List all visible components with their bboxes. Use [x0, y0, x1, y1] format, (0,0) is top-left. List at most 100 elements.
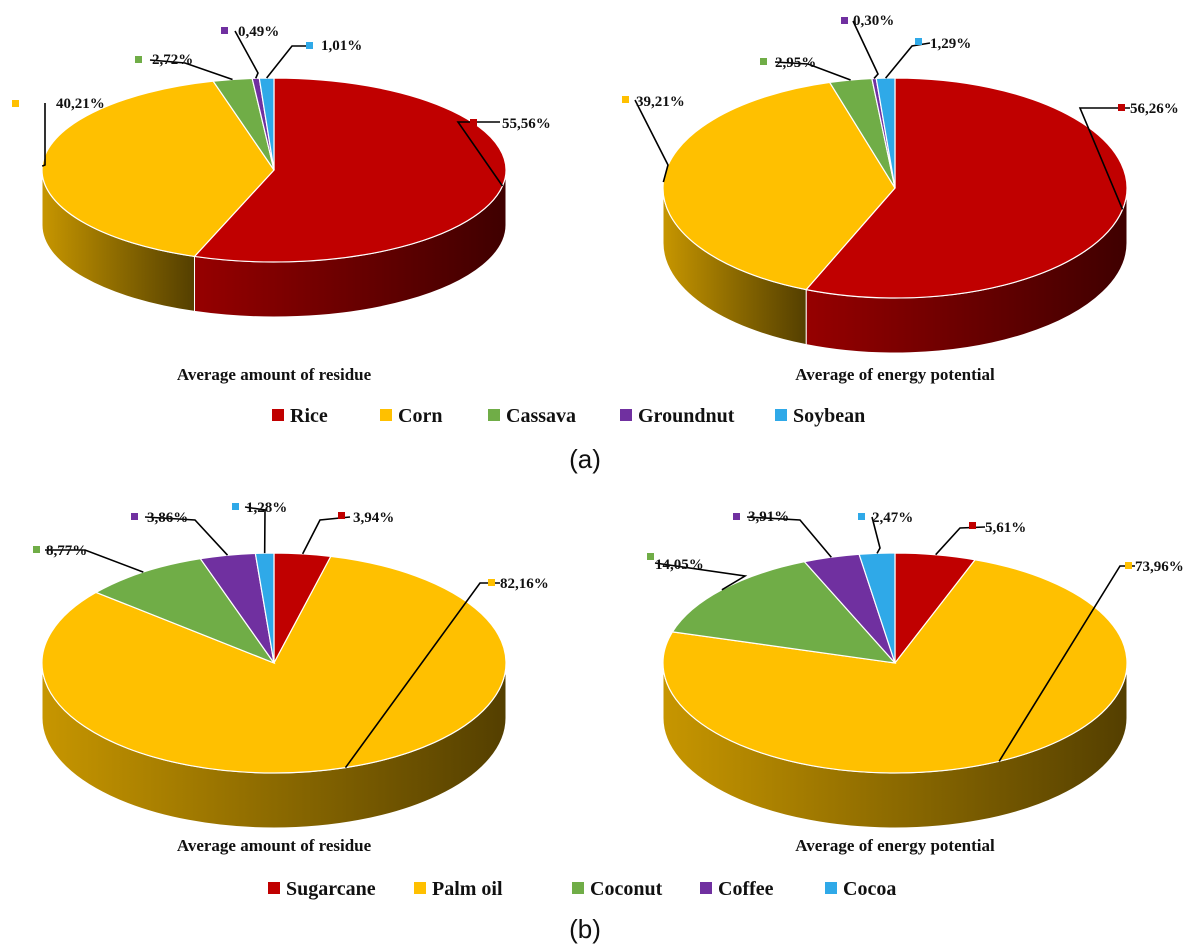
label-marker-coconut [647, 553, 654, 560]
label-marker-cassava [760, 58, 767, 65]
panel-label-b: (b) [569, 914, 601, 944]
leader-line-coffee [746, 516, 832, 558]
data-label-sugarcane: 3,94% [353, 510, 394, 526]
legend-item-rice: Rice [272, 405, 328, 427]
legend-swatch [700, 882, 712, 894]
data-label-cassava: 2,95% [775, 55, 816, 71]
data-label-coconut: 14,05% [655, 557, 704, 573]
leader-line-soybean [266, 45, 307, 79]
data-label-cocoa: 1,28% [246, 500, 287, 516]
legend-label: Groundnut [638, 405, 735, 427]
label-marker-palm-oil [488, 579, 495, 586]
data-label-soybean: 1,01% [321, 38, 362, 54]
leader-line-corn [41, 103, 46, 167]
legend-swatch [620, 409, 632, 421]
data-label-corn: 39,21% [636, 94, 685, 110]
legend-item-groundnut: Groundnut [620, 405, 735, 427]
label-marker-coconut [33, 546, 40, 553]
leader-line-coconut [45, 549, 144, 573]
leader-line-sugarcane [935, 526, 986, 556]
chart-title: Average of energy potential [795, 836, 995, 855]
label-marker-cassava [135, 56, 142, 63]
legend-label: Coffee [718, 878, 774, 900]
legend-swatch [488, 409, 500, 421]
legend-label: Palm oil [432, 878, 503, 900]
legend-label: Coconut [590, 878, 663, 900]
legend-swatch [268, 882, 280, 894]
legend-label: Cassava [506, 405, 576, 427]
legend-item-soybean: Soybean [775, 405, 865, 427]
label-marker-corn [12, 100, 19, 107]
data-label-cocoa: 2,47% [872, 510, 913, 526]
legend-item-corn: Corn [380, 405, 442, 427]
legend-swatch [572, 882, 584, 894]
chart-title: Average amount of residue [177, 836, 372, 855]
panel-label-a: (a) [569, 444, 601, 474]
pie-chart-3: 3,94% 82,16% 8,77% 3,86% 1,28% Average amount… [33, 500, 549, 855]
pie-slice-soybean [875, 77, 896, 189]
legend-a: Rice Corn Cassava Groundnut Soybean [272, 405, 865, 427]
label-marker-cocoa [232, 503, 239, 510]
leader-line-cassava [149, 59, 233, 81]
leader-line-cocoa [244, 506, 266, 554]
data-label-soybean: 1,29% [930, 36, 971, 52]
pie-charts: 55,56% 40,21% 2,72% 0,49% 1,01% Average amoun… [12, 13, 1184, 855]
legend-item-sugarcane: Sugarcane [268, 878, 376, 900]
legend-label: Corn [398, 405, 442, 427]
pie-chart-4: 5,61% 73,96% 14,05% 3,91% 2,47% Average of en… [647, 509, 1184, 855]
data-label-groundnut: 0,30% [853, 13, 894, 29]
label-marker-palm-oil [1125, 562, 1132, 569]
label-marker-cocoa [858, 513, 865, 520]
data-label-palm-oil: 73,96% [1135, 559, 1184, 575]
label-marker-groundnut [841, 17, 848, 24]
legend-swatch [825, 882, 837, 894]
data-label-palm-oil: 82,16% [500, 576, 549, 592]
pie-slice-coconut [94, 558, 276, 665]
label-marker-corn [622, 96, 629, 103]
leader-line-soybean [884, 42, 931, 79]
label-marker-rice [1118, 104, 1125, 111]
legend-item-coconut: Coconut [572, 878, 663, 900]
data-label-rice: 55,56% [502, 116, 551, 132]
leader-line-corn [634, 99, 669, 183]
pie-slice-cocoa [858, 552, 896, 664]
label-marker-groundnut [221, 27, 228, 34]
pie-chart-2: 56,26% 39,21% 2,95% 0,30% 1,29% Average of en… [622, 13, 1179, 384]
data-label-rice: 56,26% [1130, 101, 1179, 117]
legend-item-palm-oil: Palm oil [414, 878, 503, 900]
legend-swatch [380, 409, 392, 421]
data-label-cassava: 2,72% [152, 52, 193, 68]
leader-line-coffee [144, 516, 229, 556]
data-label-sugarcane: 5,61% [985, 520, 1026, 536]
leader-line-rice [456, 121, 504, 187]
leader-line-rice [1078, 107, 1130, 210]
legend-item-cocoa: Cocoa [825, 878, 896, 900]
legend-item-cassava: Cassava [488, 405, 576, 427]
legend-label: Sugarcane [286, 878, 376, 900]
label-marker-soybean [306, 42, 313, 49]
legend-label: Rice [290, 405, 328, 427]
data-label-corn: 40,21% [56, 96, 105, 112]
legend-label: Soybean [793, 405, 865, 427]
legend-b: Sugarcane Palm oil Coconut Coffee Cocoa [268, 878, 896, 900]
legend-swatch [775, 409, 787, 421]
legend-item-coffee: Coffee [700, 878, 774, 900]
chart-title: Average of energy potential [795, 365, 995, 384]
pie-chart-1: 55,56% 40,21% 2,72% 0,49% 1,01% Average amoun… [12, 24, 551, 384]
label-marker-coffee [131, 513, 138, 520]
leader-line-sugarcane [301, 516, 351, 555]
chart-title: Average amount of residue [177, 365, 372, 384]
label-marker-soybean [915, 38, 922, 45]
legend-swatch [272, 409, 284, 421]
data-label-coconut: 8,77% [46, 543, 87, 559]
leader-line-groundnut [852, 20, 879, 79]
label-marker-sugarcane [969, 522, 976, 529]
leader-line-coconut [654, 562, 748, 591]
leader-line-groundnut [234, 30, 259, 79]
data-label-coffee: 3,86% [147, 510, 188, 526]
data-label-coffee: 3,91% [748, 509, 789, 525]
label-marker-coffee [733, 513, 740, 520]
data-label-groundnut: 0,49% [238, 24, 279, 40]
legend-swatch [414, 882, 426, 894]
legend-label: Cocoa [843, 878, 896, 900]
